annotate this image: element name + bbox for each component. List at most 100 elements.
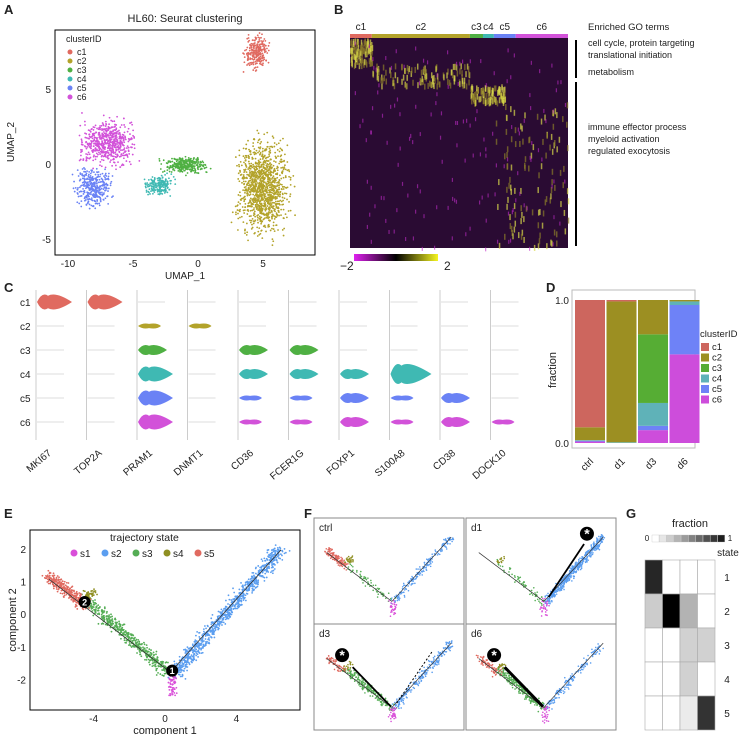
umap-point-c6 [115,168,117,171]
trajectory-point-s2 [230,607,233,610]
umap-point-c4 [157,193,160,195]
umap-point-c2 [253,212,255,215]
umap-point-c3 [193,167,196,170]
umap-point-c2 [285,192,288,195]
umap-point-c2 [267,212,270,214]
trajectory-point-s3 [142,646,144,649]
heatmap-cell [353,53,356,60]
umap-point-c3 [201,160,204,163]
umap-point-c2 [243,157,246,159]
heatmap-cell [434,77,436,84]
umap-point-c1 [243,53,245,55]
umap-point-c2 [282,208,285,211]
umap-point-c3 [191,169,193,172]
umap-point-c2 [255,194,258,197]
trajectory-point-s2 [178,666,181,669]
umap-point-c6 [88,153,91,156]
umap-point-c4 [150,179,153,181]
heatmap-cell [439,135,442,140]
umap-point-c2 [261,237,264,240]
umap-point-c2 [265,159,268,162]
heatmap-cell [506,157,509,162]
umap-point-c2 [281,172,284,175]
umap-point-c5 [103,184,106,187]
umap-point-c5 [89,198,92,201]
trajectory-point-s2 [257,580,259,583]
umap-point-c6 [122,152,125,155]
umap-point-c2 [258,163,260,166]
umap-point-c3 [187,168,190,170]
heatmap-cell [504,96,507,103]
umap-point-c2 [247,139,249,142]
violin-CD36-c6 [239,419,262,425]
umap-point-c2 [266,145,269,148]
umap-point-c2 [254,183,257,186]
umap-point-c2 [250,170,253,173]
umap-point-c1 [250,48,253,51]
trajectory-point-s2 [196,630,199,633]
umap-point-c5 [91,175,94,178]
umap-point-c4 [166,172,168,175]
umap-point-c6 [93,154,95,157]
trajectory-point-s2 [251,591,254,594]
umap-point-c2 [255,167,258,170]
umap-point-c3 [190,161,193,164]
umap-point-c2 [262,192,265,195]
umap-point-c2 [273,230,276,232]
umap-point-c6 [96,139,99,142]
umap-point-c1 [258,39,261,41]
trajectory-point-s2 [195,634,197,637]
umap-point-c2 [248,173,250,176]
umap-point-c2 [244,202,247,205]
trajectory-point-s2 [195,659,198,662]
umap-point-c1 [252,61,255,64]
umap-point-c2 [274,187,277,190]
umap-point-c2 [270,167,273,170]
umap-point-c5 [104,174,107,176]
umap-point-c2 [245,166,248,168]
umap-point-c5 [103,181,105,184]
umap-point-c6 [116,154,119,157]
umap-point-c4 [150,190,152,193]
bar-d1-c1 [606,300,637,302]
cluster-bar-c3 [469,34,483,38]
umap-point-c6 [106,138,109,141]
heatmap-cell [567,198,570,205]
umap-point-c5 [90,204,93,207]
umap-point-c2 [286,169,289,172]
legend-label-c1: c1 [712,342,722,353]
trajectory-point-s2 [231,604,234,607]
umap-point-c2 [276,200,279,203]
heatmap-cell [394,72,397,79]
legend-swatch-c6 [701,395,709,404]
heatmap-cell [513,53,515,58]
heatmap-cell [461,70,463,77]
panel-label-b: B [334,2,343,17]
umap-point-c3 [187,164,189,166]
heatmap-cell [462,119,465,124]
umap-point-c2 [262,163,265,166]
trajectory-point-s2 [210,617,213,620]
violin-CD36-c5 [239,395,262,401]
heatmap-cell [381,77,384,84]
umap-point-c2 [238,191,241,194]
legend-label-c6: c6 [77,92,87,102]
umap-point-c5 [83,181,85,184]
trajectory-point-s3 [97,622,100,625]
trajectory-point-s2 [220,608,223,611]
violin-CD38-c6 [441,417,470,427]
trajectory-point-s2 [266,551,269,554]
violin-row-label: c3 [20,346,31,357]
heatmap-cell [558,136,561,143]
umap-point-c6 [81,141,83,144]
umap-point-c2 [258,161,260,164]
trajectory-point-s2 [260,566,263,569]
umap-point-c3 [158,158,161,160]
umap-point-c5 [99,197,102,200]
umap-point-c6 [102,159,105,162]
violin-CD38-c5 [441,393,470,403]
umap-point-c6 [102,155,105,158]
umap-point-c3 [202,165,205,168]
heatmap-cell [488,86,490,93]
trajectory-point-s2 [281,549,284,552]
